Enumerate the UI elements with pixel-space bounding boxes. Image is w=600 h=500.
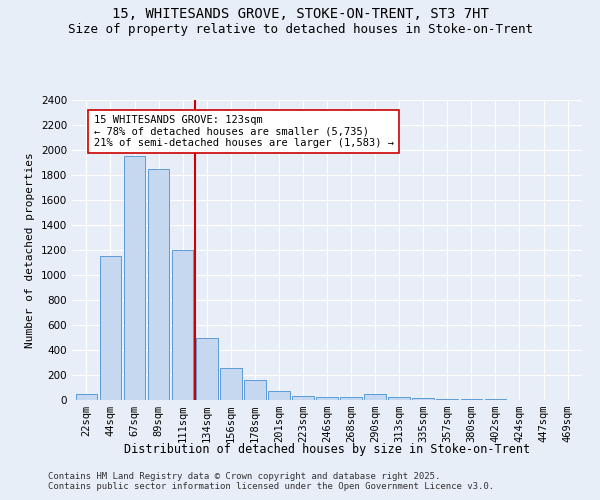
Y-axis label: Number of detached properties: Number of detached properties [25,152,35,348]
Bar [461,399,482,400]
Bar [244,380,266,400]
Text: 15 WHITESANDS GROVE: 123sqm
← 78% of detached houses are smaller (5,735)
21% of : 15 WHITESANDS GROVE: 123sqm ← 78% of det… [94,115,394,148]
Bar [268,390,290,400]
Bar [148,169,169,400]
Bar [412,398,434,400]
Bar [292,396,314,400]
Bar [124,156,145,400]
Bar [172,250,193,400]
Bar [388,397,410,400]
Bar [436,398,458,400]
Text: Contains public sector information licensed under the Open Government Licence v3: Contains public sector information licen… [48,482,494,491]
Text: 15, WHITESANDS GROVE, STOKE-ON-TRENT, ST3 7HT: 15, WHITESANDS GROVE, STOKE-ON-TRENT, ST… [112,8,488,22]
Bar [340,397,362,400]
Bar [100,256,121,400]
Bar [76,394,97,400]
Bar [220,368,242,400]
Text: Contains HM Land Registry data © Crown copyright and database right 2025.: Contains HM Land Registry data © Crown c… [48,472,440,481]
Text: Size of property relative to detached houses in Stoke-on-Trent: Size of property relative to detached ho… [67,22,533,36]
Bar [364,394,386,400]
Text: Distribution of detached houses by size in Stoke-on-Trent: Distribution of detached houses by size … [124,442,530,456]
Bar [485,399,506,400]
Bar [196,338,218,400]
Bar [316,397,338,400]
